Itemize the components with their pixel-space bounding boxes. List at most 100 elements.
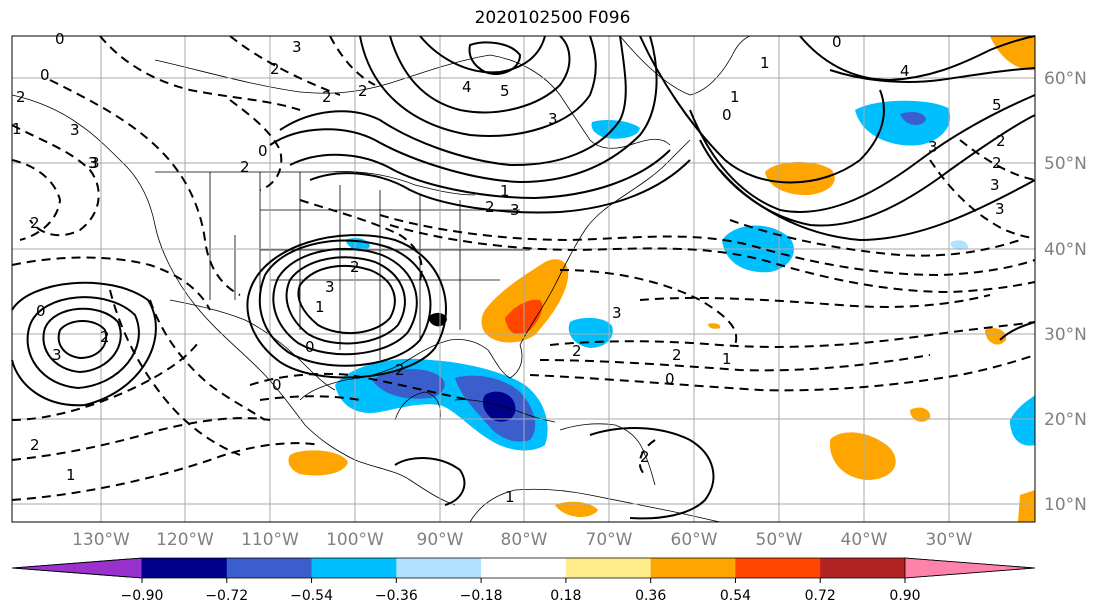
contour-dashed-atl-5 (539, 354, 931, 372)
contour-canada-ridge-4 (269, 35, 658, 184)
contour-pacific-high-2 (42, 307, 122, 374)
colorbar-tick-label: −0.36 (375, 588, 418, 604)
contour-dashed-gulf-1 (249, 372, 471, 401)
contour-label: 3 (70, 121, 80, 139)
contour-label: 1 (722, 350, 732, 368)
shading-orange-small (708, 323, 1035, 522)
contour-atlantic-jet-5 (829, 67, 1036, 83)
colorbar-segment (142, 558, 228, 578)
contour-label: 0 (832, 33, 842, 51)
colorbar-segment (311, 558, 397, 578)
lon-label: 50°W (756, 530, 803, 550)
contour-label: 0 (36, 302, 46, 320)
contour-label: 0 (272, 376, 282, 394)
contour-label: 5 (500, 82, 510, 100)
shading-orange-carolina (481, 259, 569, 343)
shading-darkblue-core (482, 391, 516, 422)
contour-label: 0 (305, 338, 315, 356)
colorbar-tick-label: 0.18 (550, 588, 581, 604)
contour-label: 3 (995, 200, 1005, 218)
contour-label: 0 (665, 370, 675, 388)
latitude-labels: 60°N 50°N 40°N 30°N 20°N 10°N (1044, 69, 1087, 515)
contour-label: 1 (730, 88, 740, 106)
contour-label: 5 (992, 96, 1002, 114)
dashed-contours (11, 35, 1036, 501)
contour-dashed-ne-2 (329, 35, 376, 86)
contour-label: 4 (462, 78, 472, 96)
shading-orange-atl (765, 161, 835, 196)
contour-dashed-pacific-1 (11, 124, 100, 237)
contour-canada-ridge-3 (279, 35, 627, 167)
contour-atlantic-jet-1 (689, 94, 1036, 213)
colorbar-tick-label: 0.72 (805, 588, 836, 604)
contour-label: 1 (760, 54, 770, 72)
contour-dashed-atl-10 (959, 139, 1036, 181)
coastline-east (519, 139, 691, 346)
contour-label: 3 (548, 110, 558, 128)
contour-texas-high-3 (272, 247, 418, 356)
lon-label: 30°W (926, 530, 973, 550)
coastline-gulf (299, 339, 523, 401)
shading-orange-tropics1 (829, 432, 896, 480)
contour-label: 2 (350, 258, 360, 276)
contour-canada-ridge-7 (419, 35, 546, 74)
colorbar-ticks: −0.90 −0.72 −0.54 −0.36 −0.18 0.18 0.36 0.54 0.7… (121, 578, 921, 604)
contour-canada-ridge-8 (468, 41, 522, 75)
lon-label: 60°W (671, 530, 718, 550)
contour-label: 0 (258, 142, 268, 160)
contour-label: 2 (572, 342, 582, 360)
contour-dashed-west-1 (229, 99, 283, 191)
colorbar-segment (650, 558, 736, 578)
contour-label: 0 (55, 30, 65, 48)
contour-atlantic-jet-3 (639, 35, 885, 184)
contour-dashed-gulf-2 (259, 395, 361, 401)
borders-us-canada (155, 171, 476, 196)
contour-label: 1 (500, 182, 510, 200)
colorbar-tick-label: 0.36 (635, 588, 666, 604)
contour-label: 2 (30, 214, 40, 232)
contour-dashed-lakes-1 (299, 199, 423, 281)
lon-label: 80°W (501, 530, 548, 550)
contour-label: 2 (322, 88, 332, 106)
colorbar-tick-label: −0.90 (121, 588, 164, 604)
contour-label: 2 (358, 82, 368, 100)
contour-dashed-atl-3 (559, 269, 738, 346)
contour-label: 0 (40, 66, 50, 84)
map-panel: 0 2 3 2 1 3 2 4 5 3 2 2 3 0 1 2 3 0 5 1 … (11, 30, 1036, 523)
contour-label: 3 (510, 201, 520, 219)
contour-label: 2 (992, 154, 1002, 172)
coastline-cuba (454, 399, 556, 423)
contour-dashed-pacific-8 (11, 442, 321, 501)
coastline-canada (154, 54, 671, 149)
colorbar-tick-label: −0.18 (460, 588, 503, 604)
contour-label: 2 (672, 346, 682, 364)
longitude-labels: 130°W 120°W 110°W 100°W 90°W 80°W 70°W 6… (72, 530, 973, 550)
contour-dashed-pacific-3 (99, 35, 301, 111)
contour-tropics-2 (394, 457, 466, 506)
contour-label: 3 (52, 346, 62, 364)
colorbar-segment (735, 558, 821, 578)
lat-label: 60°N (1044, 69, 1087, 89)
contour-canada-ridge-5 (289, 149, 671, 200)
lon-label: 40°W (841, 530, 888, 550)
shading-lightblue-east (950, 240, 968, 251)
solid-contours (11, 35, 1036, 520)
contour-dashed-tropics (638, 439, 656, 476)
contour-label: 2 (996, 132, 1006, 150)
contour-label: 2 (395, 361, 405, 379)
contour-label: 2 (270, 60, 280, 78)
contour-label: 1 (12, 120, 22, 138)
contour-dashed-atl-9 (929, 159, 1036, 239)
contour-label: 2 (16, 88, 26, 106)
lon-label: 100°W (326, 530, 384, 550)
contour-dashed-atl-7 (639, 294, 991, 308)
contour-dashed-atl-4 (549, 321, 1036, 348)
contour-canada-ridge-2 (359, 35, 597, 137)
colorbar-segment (396, 558, 482, 578)
shading-black-dot (428, 312, 447, 327)
contour-label: 3 (612, 304, 622, 322)
colorbar-extend-max (904, 557, 1036, 579)
lat-label: 50°N (1044, 154, 1087, 174)
contour-label: 3 (292, 38, 302, 56)
colorbar-extend-min (11, 557, 143, 579)
